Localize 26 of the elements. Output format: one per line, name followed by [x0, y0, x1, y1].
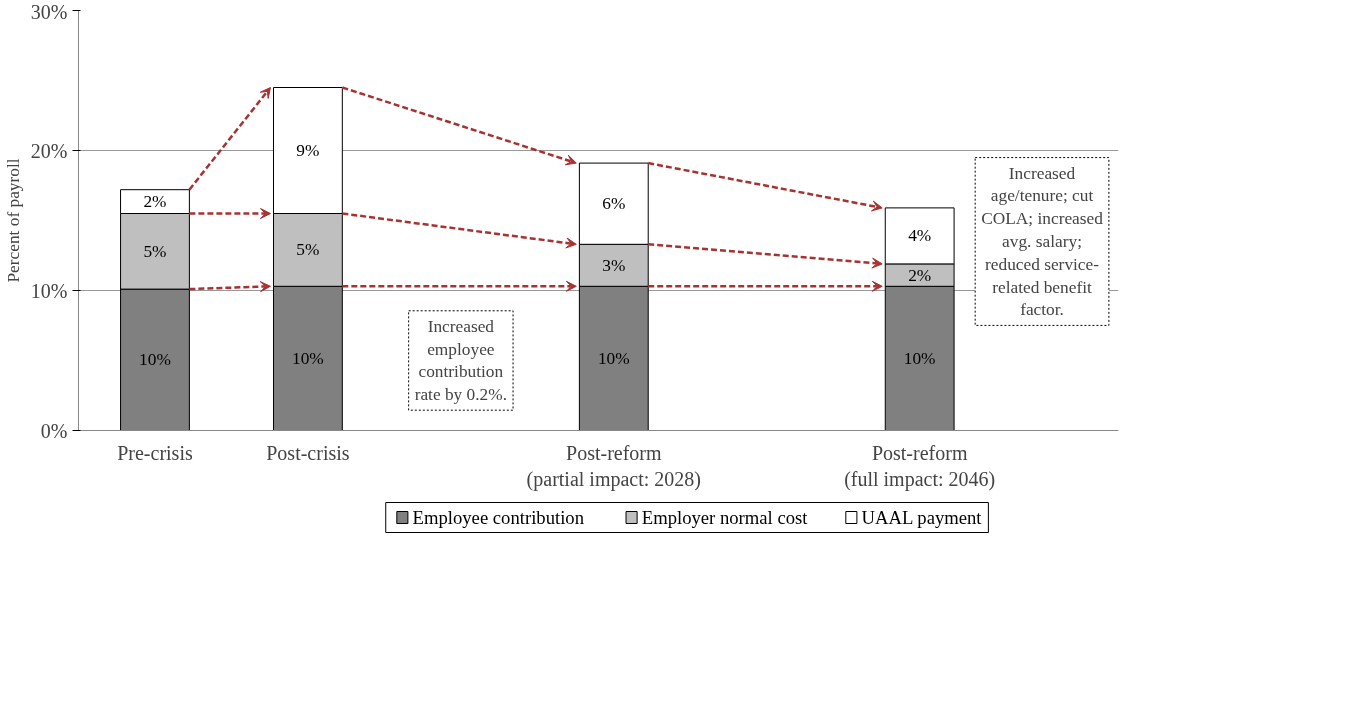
- data-label: 6%: [602, 194, 626, 214]
- data-label: 3%: [602, 255, 626, 275]
- x-tick-label: Post-crisis: [266, 441, 350, 464]
- annotation: Increased age/tenure; cut COLA; increased avg. salary; reduced service-related benefit factor.: [981, 163, 1104, 320]
- y-tick-label: 20%: [30, 139, 68, 162]
- x-tick-label: Pre-crisis: [117, 441, 193, 464]
- data-label: 4%: [908, 226, 932, 246]
- data-label: 2%: [908, 265, 932, 285]
- y-tick-label: 0%: [40, 419, 68, 442]
- data-label: 5%: [143, 241, 167, 261]
- data-label: 10%: [597, 348, 630, 368]
- legend-label: Employer normal cost: [641, 507, 809, 528]
- data-label: 2%: [143, 192, 167, 212]
- y-tick-label: 30%: [30, 0, 68, 23]
- legend-label: UAAL payment: [861, 507, 983, 528]
- data-label: 10%: [903, 348, 936, 368]
- y-tick-label: 10%: [30, 279, 68, 302]
- data-label: 10%: [139, 350, 171, 370]
- data-label: 9%: [296, 141, 320, 160]
- x-tick-label: Post-reform (full impact: 2046): [844, 441, 996, 491]
- x-tick-label: Post-reform (partial impact: 2028): [526, 441, 701, 491]
- annotation: Increased employee contribution rate by 0.2%.: [414, 316, 508, 405]
- y-axis-title: Percent of payroll: [3, 158, 23, 283]
- data-label: 10%: [292, 348, 324, 368]
- data-label: 5%: [296, 240, 320, 260]
- legend-label: Employee contribution: [412, 507, 585, 528]
